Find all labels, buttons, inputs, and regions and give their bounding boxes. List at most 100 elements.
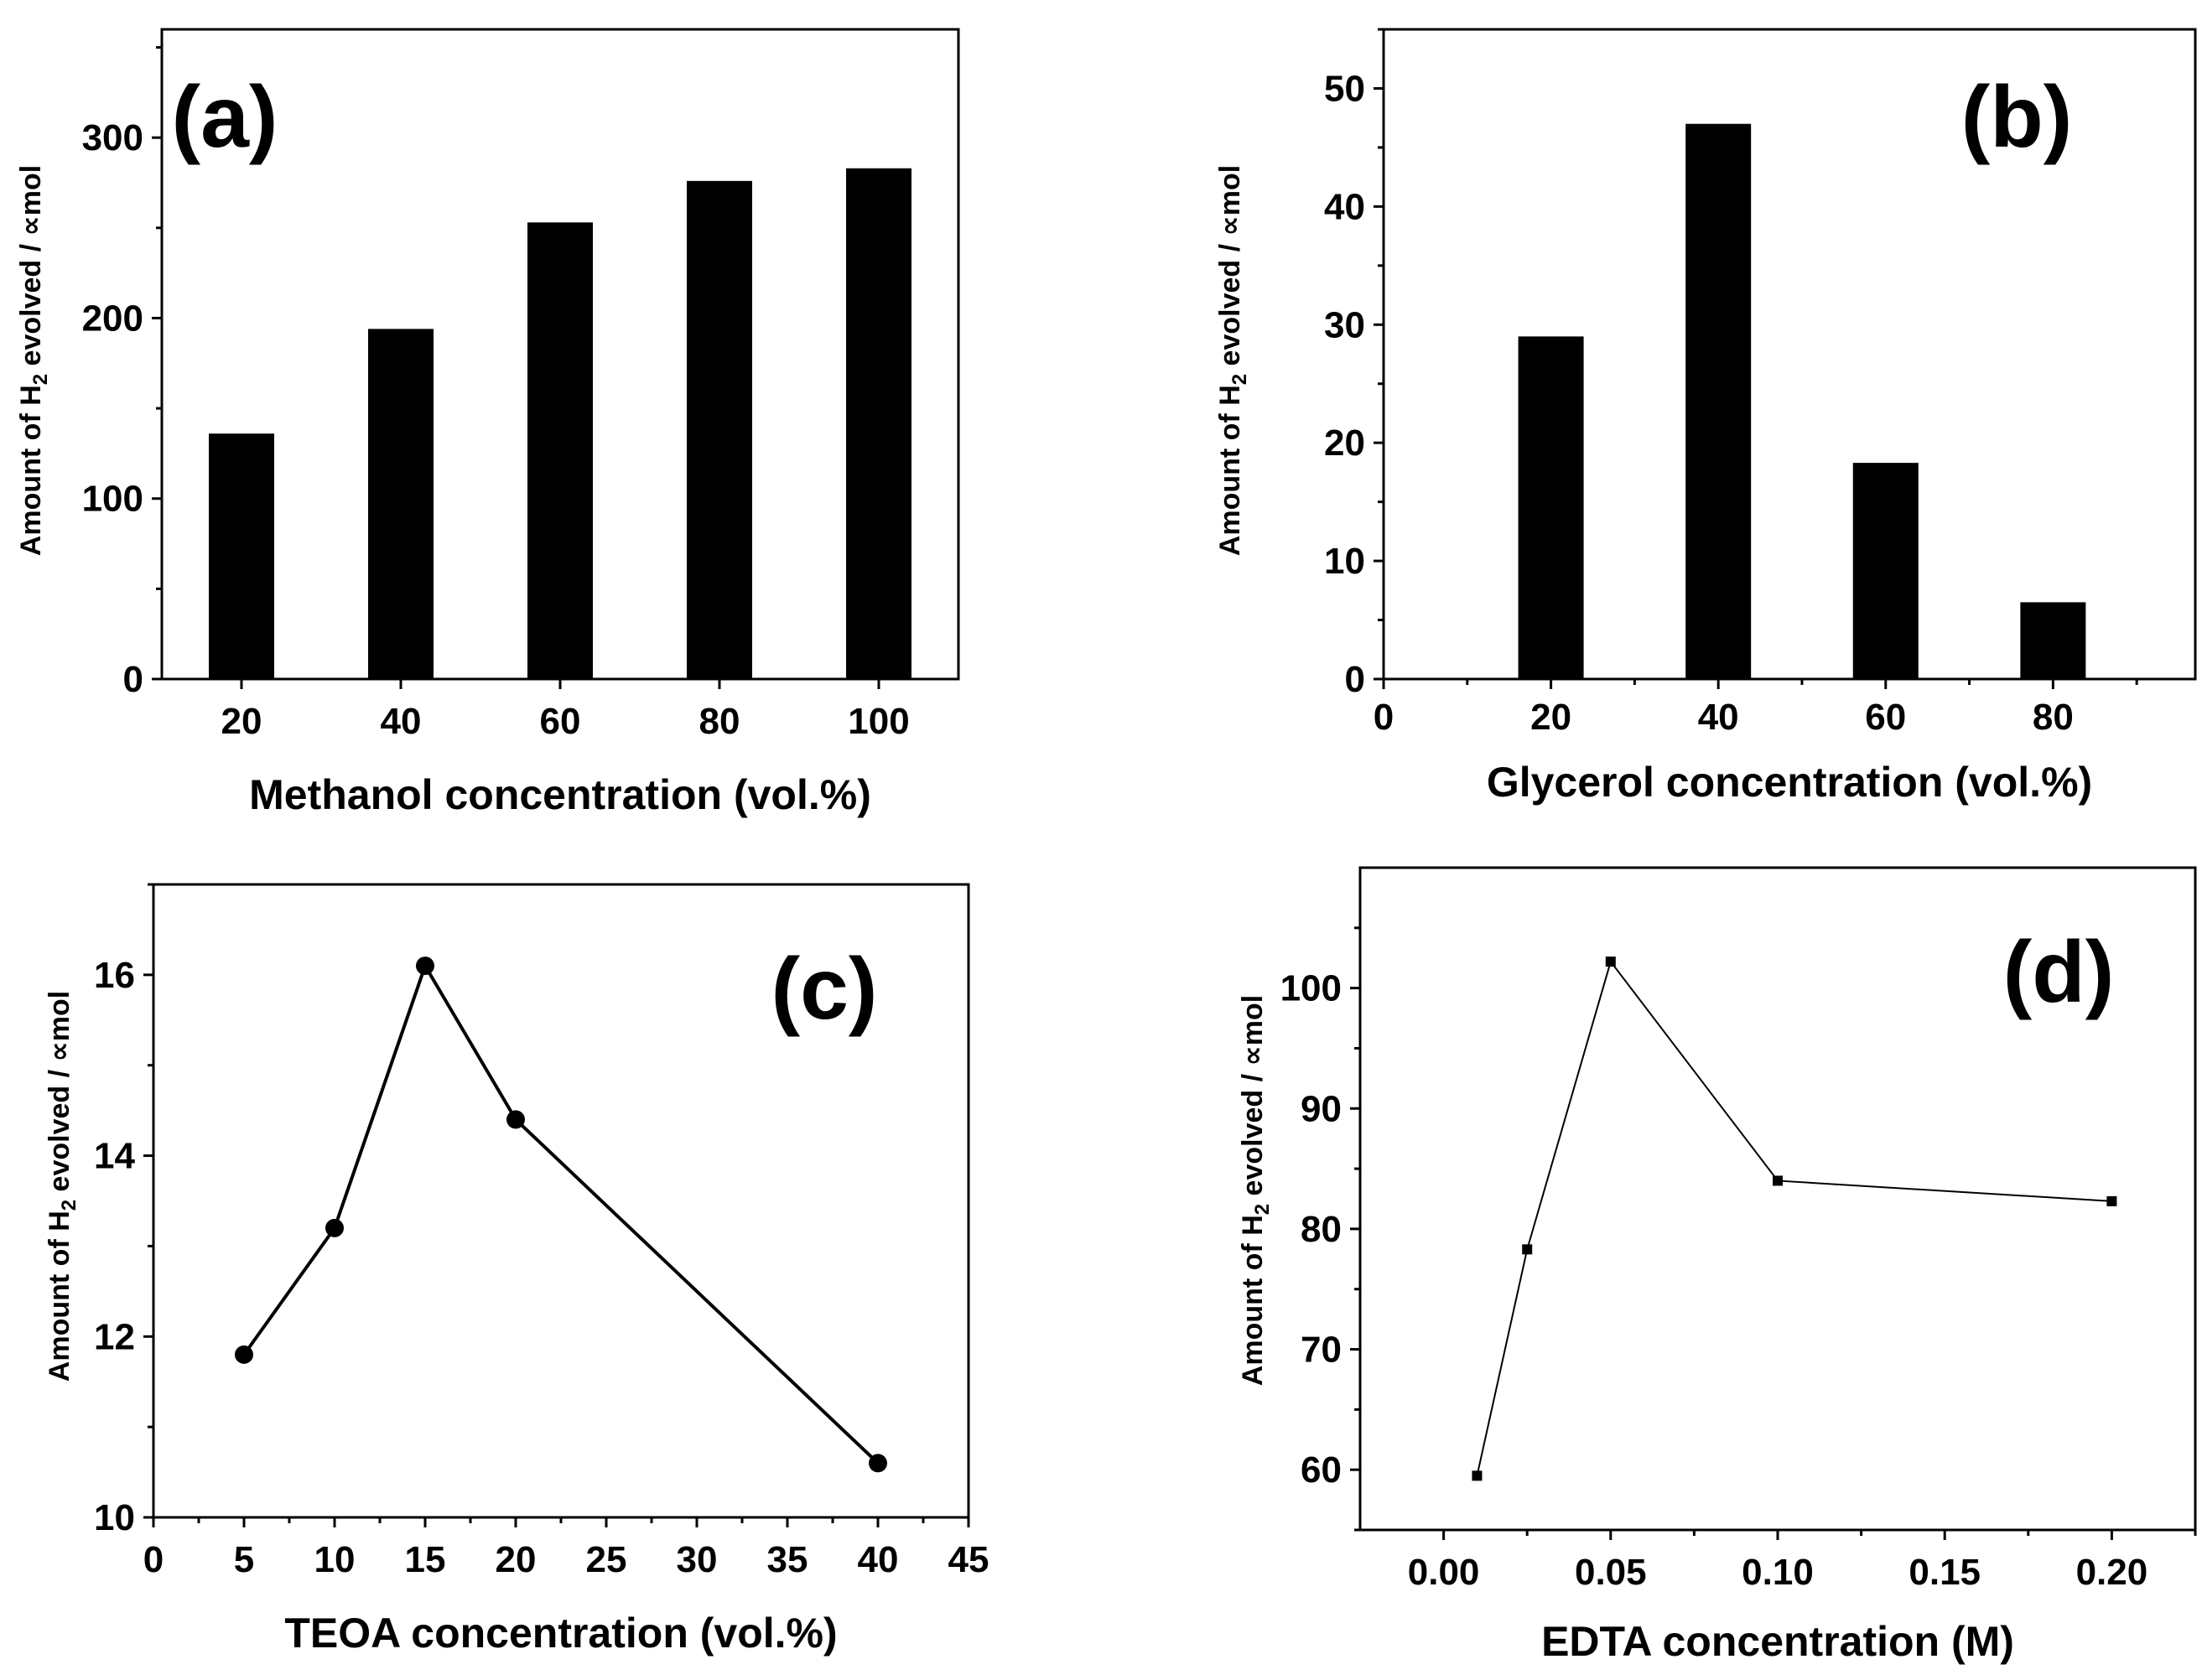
y-axis-title-part: evolved /: [1214, 236, 1246, 373]
y-axis-title: Amount of H2 evolved / ∝mol: [15, 165, 52, 556]
bar: [1518, 336, 1584, 679]
y-tick-label: 0: [1345, 659, 1365, 700]
x-tick-label: 40: [1698, 697, 1739, 738]
y-axis-title-part: Amount of H: [1214, 385, 1246, 556]
y-axis-title-part: mol: [1237, 995, 1269, 1045]
x-axis-title: EDTA concentration (M): [1541, 1618, 2014, 1665]
x-tick-label: 40: [381, 701, 422, 742]
y-tick-label: 40: [1324, 186, 1365, 227]
x-tick-label: 20: [496, 1539, 537, 1580]
bar: [687, 180, 752, 680]
x-tick-label: 0.20: [2076, 1552, 2148, 1593]
y-axis-subscript: 2: [1228, 374, 1251, 385]
y-axis-title-part: ∝: [1237, 1045, 1269, 1066]
y-axis-title-part: Amount of H: [44, 1211, 75, 1382]
y-axis-title: Amount of H2 evolved / ∝mol: [44, 991, 80, 1382]
panel-label: (b): [1961, 69, 2073, 166]
panel-label: (d): [2003, 924, 2115, 1021]
x-tick-label: 80: [2033, 697, 2074, 738]
bar: [2020, 602, 2086, 679]
y-tick-label: 100: [82, 479, 143, 520]
y-tick-label: 12: [94, 1316, 135, 1357]
y-tick-label: 10: [1324, 541, 1365, 582]
x-tick-label: 100: [848, 701, 909, 742]
y-tick-label: 100: [1280, 968, 1342, 1009]
x-tick-label: 0.15: [1909, 1552, 1981, 1593]
series-line: [1476, 959, 2112, 1476]
x-axis-title: Glycerol concentration (vol.%): [1487, 759, 2092, 806]
x-tick-label: 30: [677, 1539, 718, 1580]
chart-panel-a: 0 100 200 300 20 40 60 80 100 Methanol concentrat…: [15, 28, 960, 818]
data-point: [869, 1454, 887, 1473]
y-tick-label: 200: [82, 298, 143, 339]
y-tick-label: 0: [123, 659, 143, 700]
y-axis-title-part: mol: [15, 165, 47, 215]
y-tick-label: 14: [94, 1136, 135, 1177]
panel-label: (c): [771, 941, 877, 1038]
y-tick-label: 80: [1301, 1209, 1342, 1250]
x-tick-label: 80: [699, 701, 740, 742]
x-tick-label: 40: [858, 1539, 899, 1580]
chart-panel-d: 60 70 80 90 100 0.00 0.05 0.10 0.15 0.20 EDTA conc…: [1237, 866, 2197, 1665]
y-tick-label: 90: [1301, 1088, 1342, 1129]
chart-panel-c: 10 12 14 16 0 5 10 15 20 25 30 35 40 45 TEOA concentra…: [44, 883, 989, 1657]
y-axis-title-part: evolved /: [1237, 1066, 1269, 1203]
y-axis-title-part: ∝: [15, 215, 47, 236]
y-axis-subscript: 2: [29, 374, 52, 385]
y-axis-title-part: evolved /: [15, 236, 47, 373]
x-tick-label: 35: [767, 1539, 808, 1580]
y-axis-title-part: Amount of H: [15, 385, 47, 556]
y-axis-subscript: 2: [1251, 1204, 1274, 1215]
y-axis-title-part: ∝: [44, 1041, 75, 1061]
x-tick-label: 60: [540, 701, 581, 742]
series-line: [242, 962, 880, 1465]
y-tick-label: 30: [1324, 304, 1365, 345]
x-tick-label: 0.10: [1742, 1552, 1814, 1593]
x-tick-label: 25: [586, 1539, 627, 1580]
x-tick-label: 0.00: [1408, 1552, 1480, 1593]
y-tick-label: 50: [1324, 68, 1365, 109]
x-tick-label: 15: [405, 1539, 446, 1580]
y-axis-title: Amount of H2 evolved / ∝mol: [1237, 995, 1274, 1386]
bar: [846, 168, 911, 679]
x-tick-label: 60: [1865, 697, 1906, 738]
bar: [368, 329, 434, 679]
y-axis-title-part: ∝: [1214, 215, 1246, 236]
data-point: [2106, 1195, 2117, 1206]
chart-panel-b: 0 10 20 30 40 50 0 20 40 60 80 Glycerol concentrati…: [1214, 28, 2197, 806]
y-axis-title-part: evolved /: [44, 1061, 75, 1199]
x-tick-label: 10: [314, 1539, 356, 1580]
data-point: [416, 957, 434, 976]
bar: [1852, 463, 1919, 679]
x-tick-label: 45: [948, 1539, 989, 1580]
y-tick-label: 10: [94, 1497, 135, 1538]
x-tick-label: 0: [143, 1539, 164, 1580]
y-axis-title-part: mol: [44, 991, 75, 1041]
x-tick-label: 20: [1530, 697, 1571, 738]
bar: [1685, 123, 1752, 679]
data-point: [1773, 1175, 1783, 1186]
panel-label: (a): [171, 69, 278, 166]
y-tick-label: 70: [1301, 1330, 1342, 1371]
data-point: [325, 1218, 344, 1237]
y-axis-title: Amount of H2 evolved / ∝mol: [1214, 165, 1251, 556]
data-point: [235, 1345, 253, 1364]
y-axis-subscript: 2: [58, 1200, 80, 1211]
data-point: [1605, 957, 1616, 967]
x-tick-label: 0: [1374, 697, 1394, 738]
bar: [527, 222, 593, 679]
bar: [209, 433, 274, 679]
y-tick-label: 20: [1324, 423, 1365, 464]
x-tick-label: 20: [221, 701, 262, 742]
x-tick-label: 5: [234, 1539, 254, 1580]
y-axis-title-part: mol: [1214, 165, 1246, 215]
x-axis-title: Methanol concentration (vol.%): [249, 771, 871, 818]
y-tick-label: 300: [82, 117, 143, 158]
y-axis-title-part: Amount of H: [1237, 1215, 1269, 1386]
data-point: [1472, 1470, 1483, 1481]
y-tick-label: 16: [94, 955, 135, 996]
x-tick-label: 0.05: [1575, 1552, 1647, 1593]
x-axis-title: TEOA concentration (vol.%): [284, 1610, 837, 1657]
data-point: [506, 1110, 525, 1129]
